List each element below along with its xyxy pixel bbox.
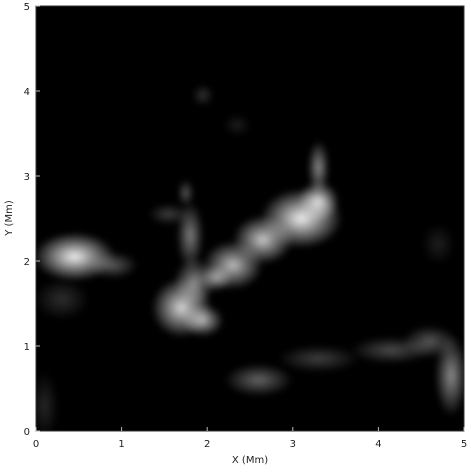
heat-feature — [177, 179, 195, 207]
x-tick-label: 5 — [461, 439, 467, 450]
x-axis-label: X (Mm) — [232, 455, 268, 466]
x-tick-label: 2 — [204, 439, 210, 450]
y-axis: 0 1 2 3 4 5 — [24, 2, 40, 438]
x-tick-label: 1 — [118, 439, 124, 450]
y-tick-label: 1 — [24, 342, 30, 353]
y-tick-label: 3 — [24, 172, 30, 183]
heat-feature — [191, 84, 214, 107]
heat-feature — [36, 278, 90, 320]
heat-feature — [36, 371, 59, 431]
heat-feature — [297, 181, 340, 222]
heat-feature — [88, 251, 138, 279]
heat-feature — [307, 140, 330, 195]
heat-feature — [421, 223, 455, 265]
x-tick-label: 0 — [33, 439, 39, 450]
y-tick-label: 4 — [24, 87, 30, 98]
heat-feature — [182, 304, 224, 337]
y-tick-label: 5 — [24, 2, 30, 13]
heat-feature — [402, 325, 458, 359]
heatmap-layer — [36, 84, 464, 431]
heat-feature — [199, 264, 233, 292]
heat-feature — [277, 345, 360, 373]
plot-frame — [35, 5, 465, 432]
y-tick-label: 0 — [24, 427, 30, 438]
x-tick-label: 4 — [375, 439, 381, 450]
x-axis: 0 1 2 3 4 5 — [33, 427, 467, 450]
x-tick-label: 3 — [290, 439, 296, 450]
heat-feature — [223, 114, 251, 136]
heat-feature — [148, 203, 190, 226]
y-axis-label: Y (Mm) — [4, 200, 15, 237]
heat-feature — [224, 363, 293, 397]
y-tick-label: 2 — [24, 257, 30, 268]
